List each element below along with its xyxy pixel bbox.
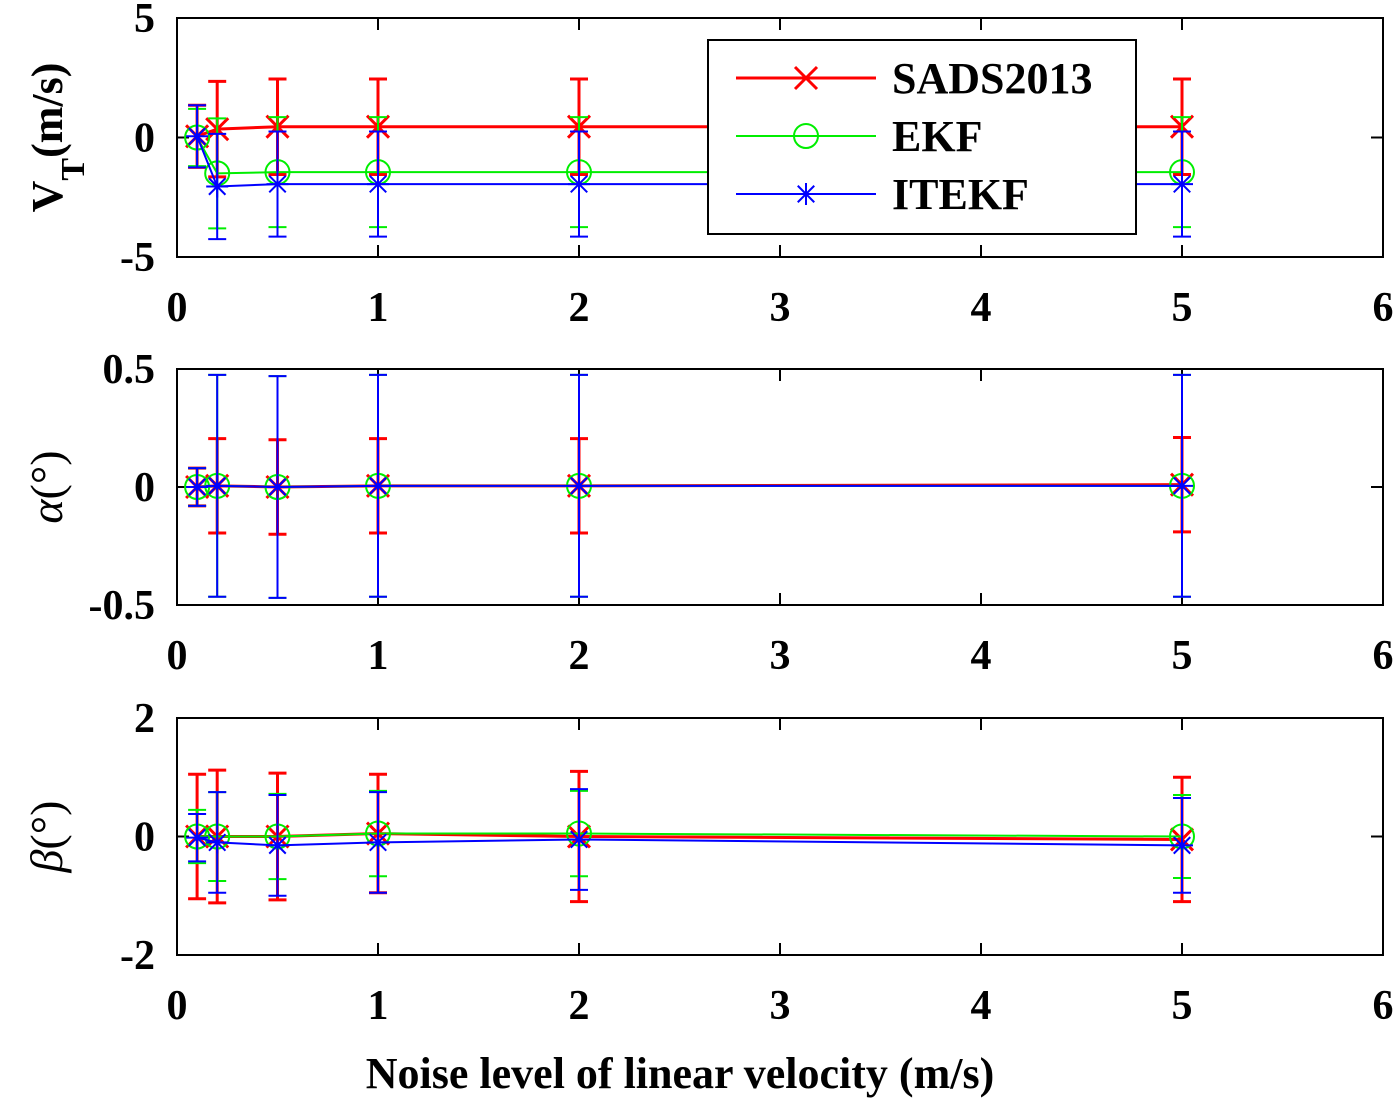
x-tick-label: 0 xyxy=(167,633,188,679)
x-tick-label: 4 xyxy=(971,633,992,679)
y-tick-label: 0 xyxy=(134,116,155,162)
y-tick-label: 0.5 xyxy=(103,347,156,393)
x-tick-label: 1 xyxy=(368,285,389,331)
data-point-marker xyxy=(186,826,209,849)
x-tick-label: 4 xyxy=(971,983,992,1029)
data-point-marker xyxy=(367,474,389,497)
x-tick-label: 6 xyxy=(1373,983,1394,1029)
x-tick-label: 4 xyxy=(971,285,992,331)
y-tick-label: 5 xyxy=(134,0,155,42)
y-tick-label: -0.5 xyxy=(89,583,156,629)
x-tick-label: 2 xyxy=(569,983,590,1029)
y-tick-label: 0 xyxy=(134,815,155,861)
legend-label: EKF xyxy=(892,112,982,161)
legend-entry: SADS2013 xyxy=(736,54,1093,103)
data-point-marker xyxy=(568,828,590,851)
series-itekf xyxy=(186,104,1193,241)
data-point-marker xyxy=(206,831,229,854)
legend: SADS2013 EKF ITEKF xyxy=(707,39,1137,235)
data-point-marker xyxy=(206,175,229,198)
x-tick-label: 5 xyxy=(1172,983,1193,1029)
data-point-marker xyxy=(186,476,209,498)
legend-label: ITEKF xyxy=(892,170,1029,219)
y-tick-label: -2 xyxy=(120,933,155,979)
x-tick-label: 3 xyxy=(770,983,791,1029)
y-tick-label: 2 xyxy=(134,696,155,742)
x-tick-label: 0 xyxy=(167,285,188,331)
legend-entry: ITEKF xyxy=(736,170,1029,219)
data-point-marker xyxy=(1171,173,1193,196)
data-point-marker xyxy=(367,173,389,196)
x-tick-label: 5 xyxy=(1172,633,1193,679)
x-tick-label: 6 xyxy=(1373,285,1394,331)
data-point-marker xyxy=(266,476,289,498)
x-tick-label: 0 xyxy=(167,983,188,1029)
legend-marker xyxy=(795,183,817,205)
series-line xyxy=(196,137,1182,175)
y-tick-label: 0 xyxy=(134,465,155,511)
data-point-marker xyxy=(568,474,590,497)
y-tick-label: -5 xyxy=(120,235,155,281)
data-point-marker xyxy=(266,834,289,857)
legend-marker xyxy=(793,65,819,91)
series-line xyxy=(196,125,1182,138)
data-point-marker xyxy=(367,831,389,854)
series-line xyxy=(196,135,1182,188)
data-point-marker xyxy=(206,474,229,497)
x-tick-label: 2 xyxy=(569,285,590,331)
x-tick-label: 1 xyxy=(368,633,389,679)
data-point-marker xyxy=(1171,834,1193,857)
legend-entry: EKF xyxy=(736,112,982,161)
x-tick-label: 5 xyxy=(1172,285,1193,331)
x-axis-label: Noise level of linear velocity (m/s) xyxy=(366,1049,994,1098)
data-point-marker xyxy=(1171,474,1193,497)
x-tick-label: 6 xyxy=(1373,633,1394,679)
y-axis-label: α(°) xyxy=(21,450,72,523)
series-itekf xyxy=(186,373,1193,599)
legend-label: SADS2013 xyxy=(892,54,1093,103)
x-tick-label: 1 xyxy=(368,983,389,1029)
series-itekf xyxy=(186,788,1193,897)
subplot-middle: 0 1 2 3 4 5 6-0.500.5α(°) xyxy=(21,347,1394,679)
x-tick-label: 3 xyxy=(770,633,791,679)
series-line xyxy=(197,832,1183,838)
x-tick-label: 2 xyxy=(569,633,590,679)
subplot-top: 0 1 2 3 4 5 6 -5 0 5 VT(m/s) SADS2013 EKF ITEKF xyxy=(23,0,1394,331)
y-axis-label: VT(m/s) xyxy=(23,63,92,213)
y-axis-label: β(°) xyxy=(21,801,72,874)
subplot-bottom: 0 1 2 3 4 5 6 -2 0 2 β(°) Noise level of linear vel… xyxy=(21,696,1394,1098)
x-tick-label: 3 xyxy=(770,285,791,331)
data-point-marker xyxy=(186,125,209,148)
data-point-marker xyxy=(568,173,590,196)
legend-marker xyxy=(793,123,819,149)
data-point-marker xyxy=(266,173,289,196)
